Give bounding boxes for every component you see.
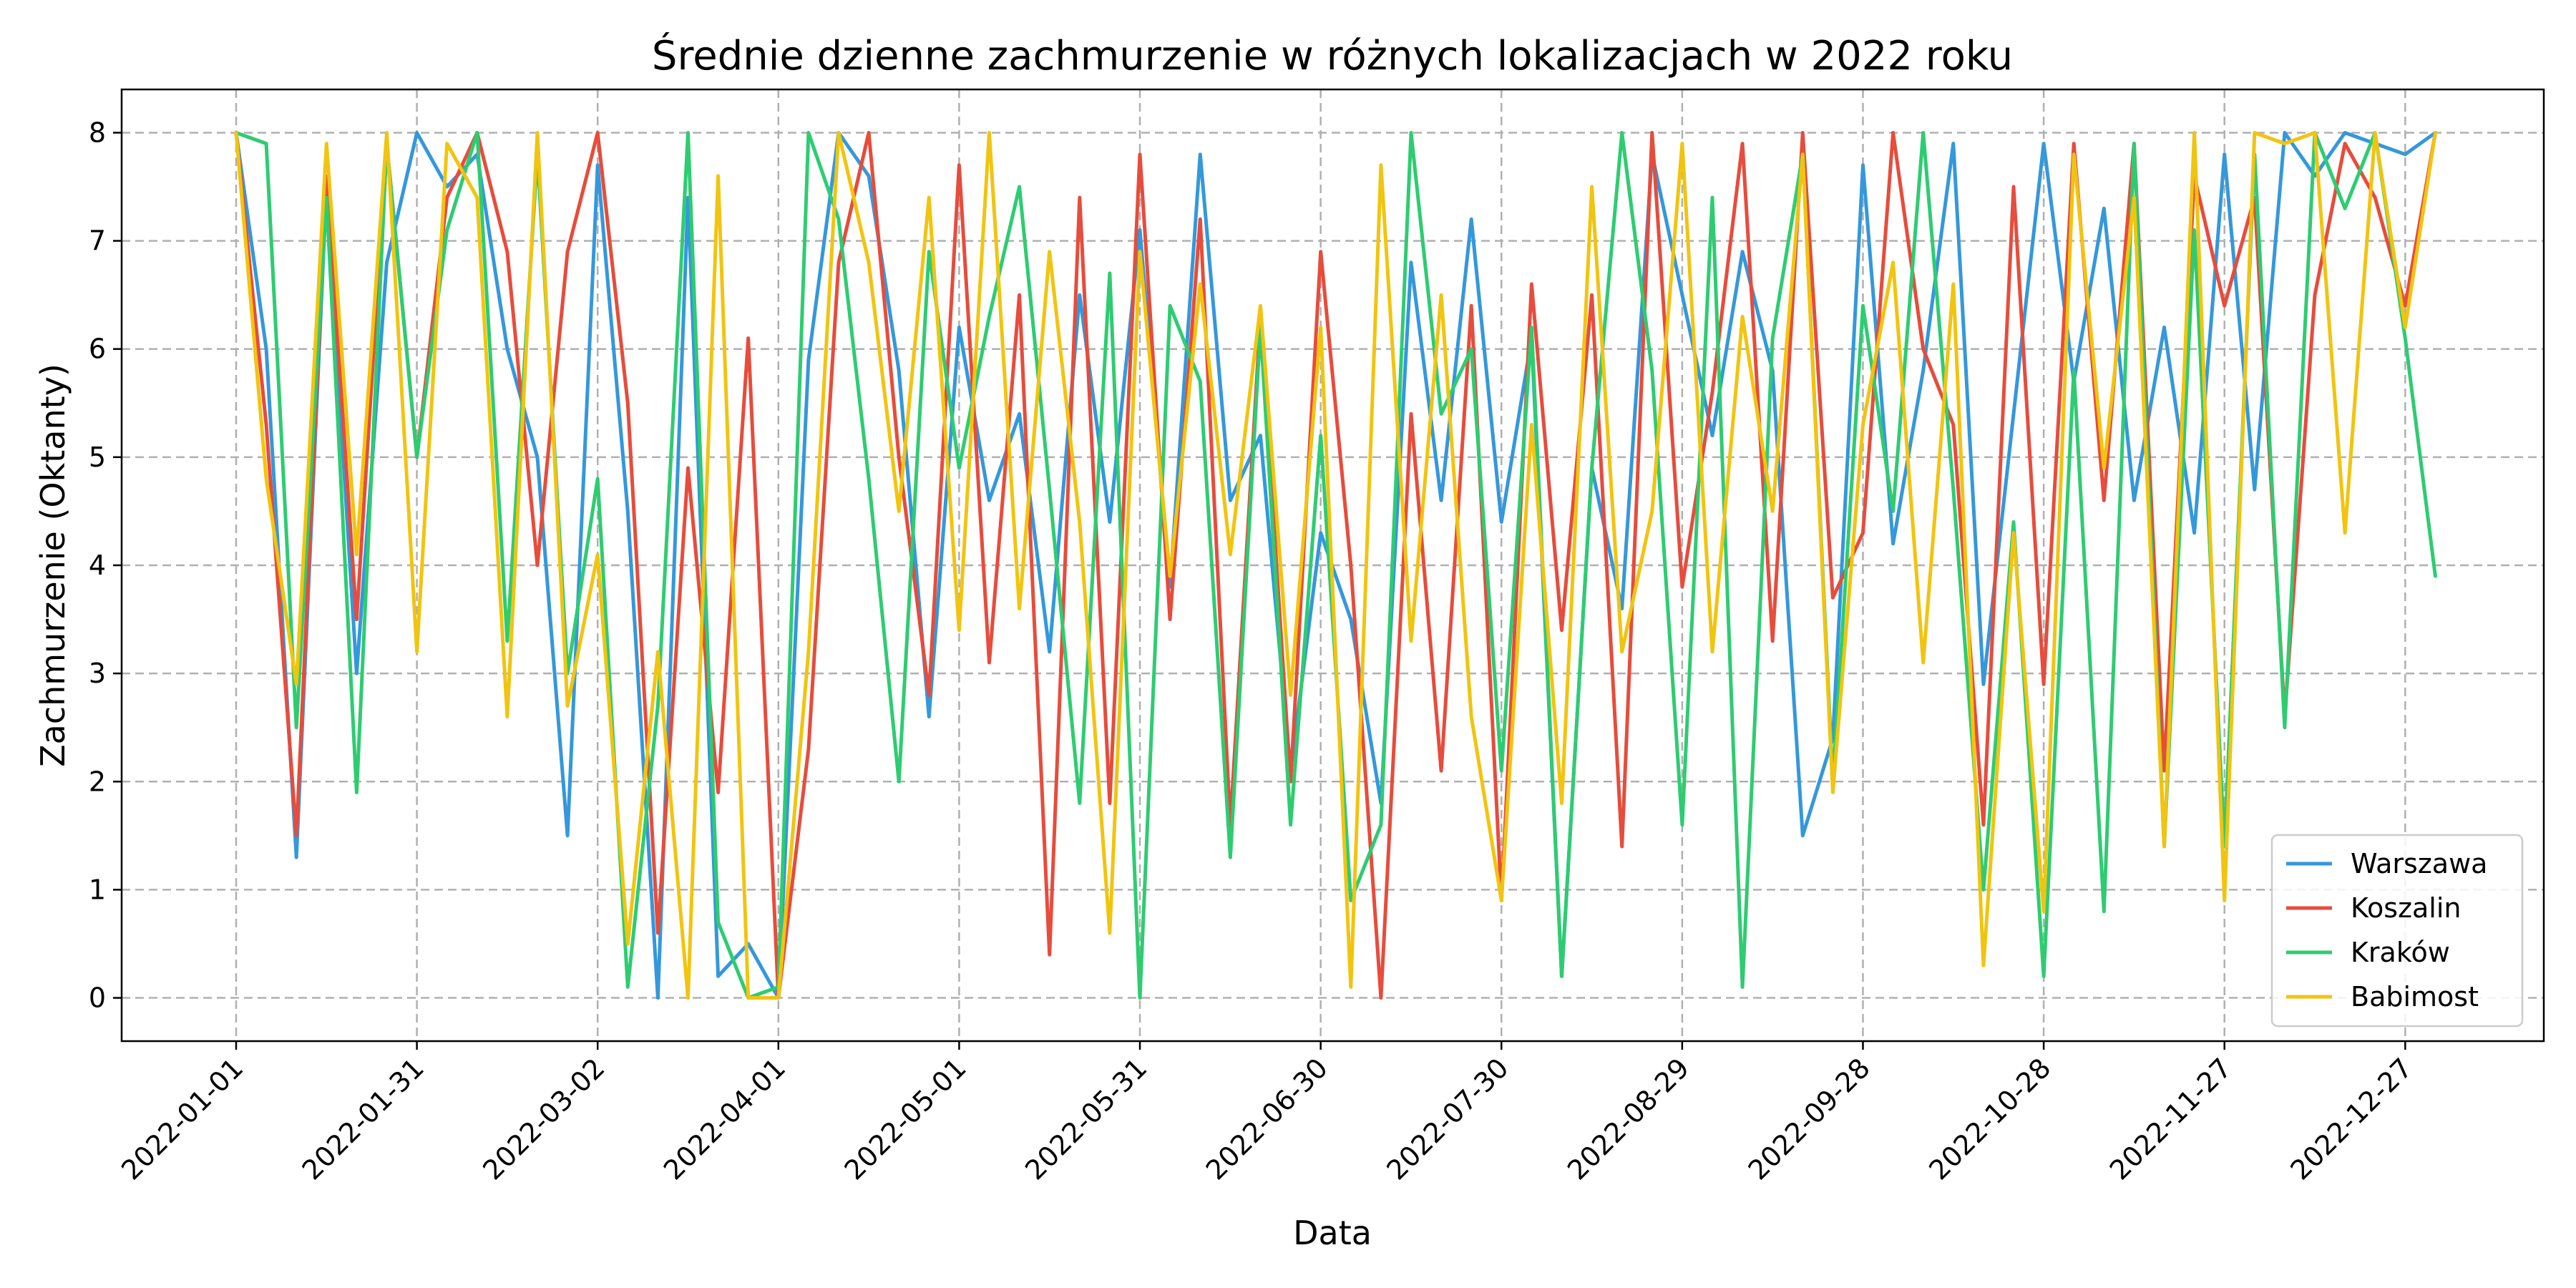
y-tick-label: 3 (89, 658, 106, 689)
series-line-babimost (234, 131, 2437, 1000)
legend: Warszawa Koszalin Kraków Babimost (2270, 834, 2524, 1028)
y-axis: 0 1 2 3 4 5 6 7 8 (89, 117, 122, 1014)
series-line-warszawa (234, 131, 2437, 1000)
y-tick-label: 2 (89, 766, 106, 797)
y-tick-label: 7 (89, 225, 106, 257)
y-axis-label: Zachmurzenie (Oktanty) (34, 364, 72, 767)
y-tick-label: 6 (89, 333, 106, 365)
series-group (234, 131, 2437, 1000)
legend-label: Babimost (2351, 981, 2479, 1013)
series-line-koszalin (234, 131, 2437, 1000)
x-axis-label: Data (1293, 1214, 1372, 1252)
legend-items: Warszawa Koszalin Kraków Babimost (2286, 848, 2487, 1013)
legend-label: Koszalin (2351, 892, 2462, 924)
y-tick-label: 4 (89, 550, 106, 581)
legend-label: Warszawa (2351, 848, 2487, 879)
y-tick-label: 5 (89, 441, 106, 473)
y-tick-label: 8 (89, 117, 106, 148)
y-tick-label: 0 (89, 982, 106, 1014)
legend-label: Kraków (2351, 937, 2450, 968)
chart-title: Średnie dzienne zachmurzenie w różnych l… (652, 33, 2013, 79)
y-tick-label: 1 (89, 874, 106, 905)
legend-box (2270, 834, 2524, 1028)
